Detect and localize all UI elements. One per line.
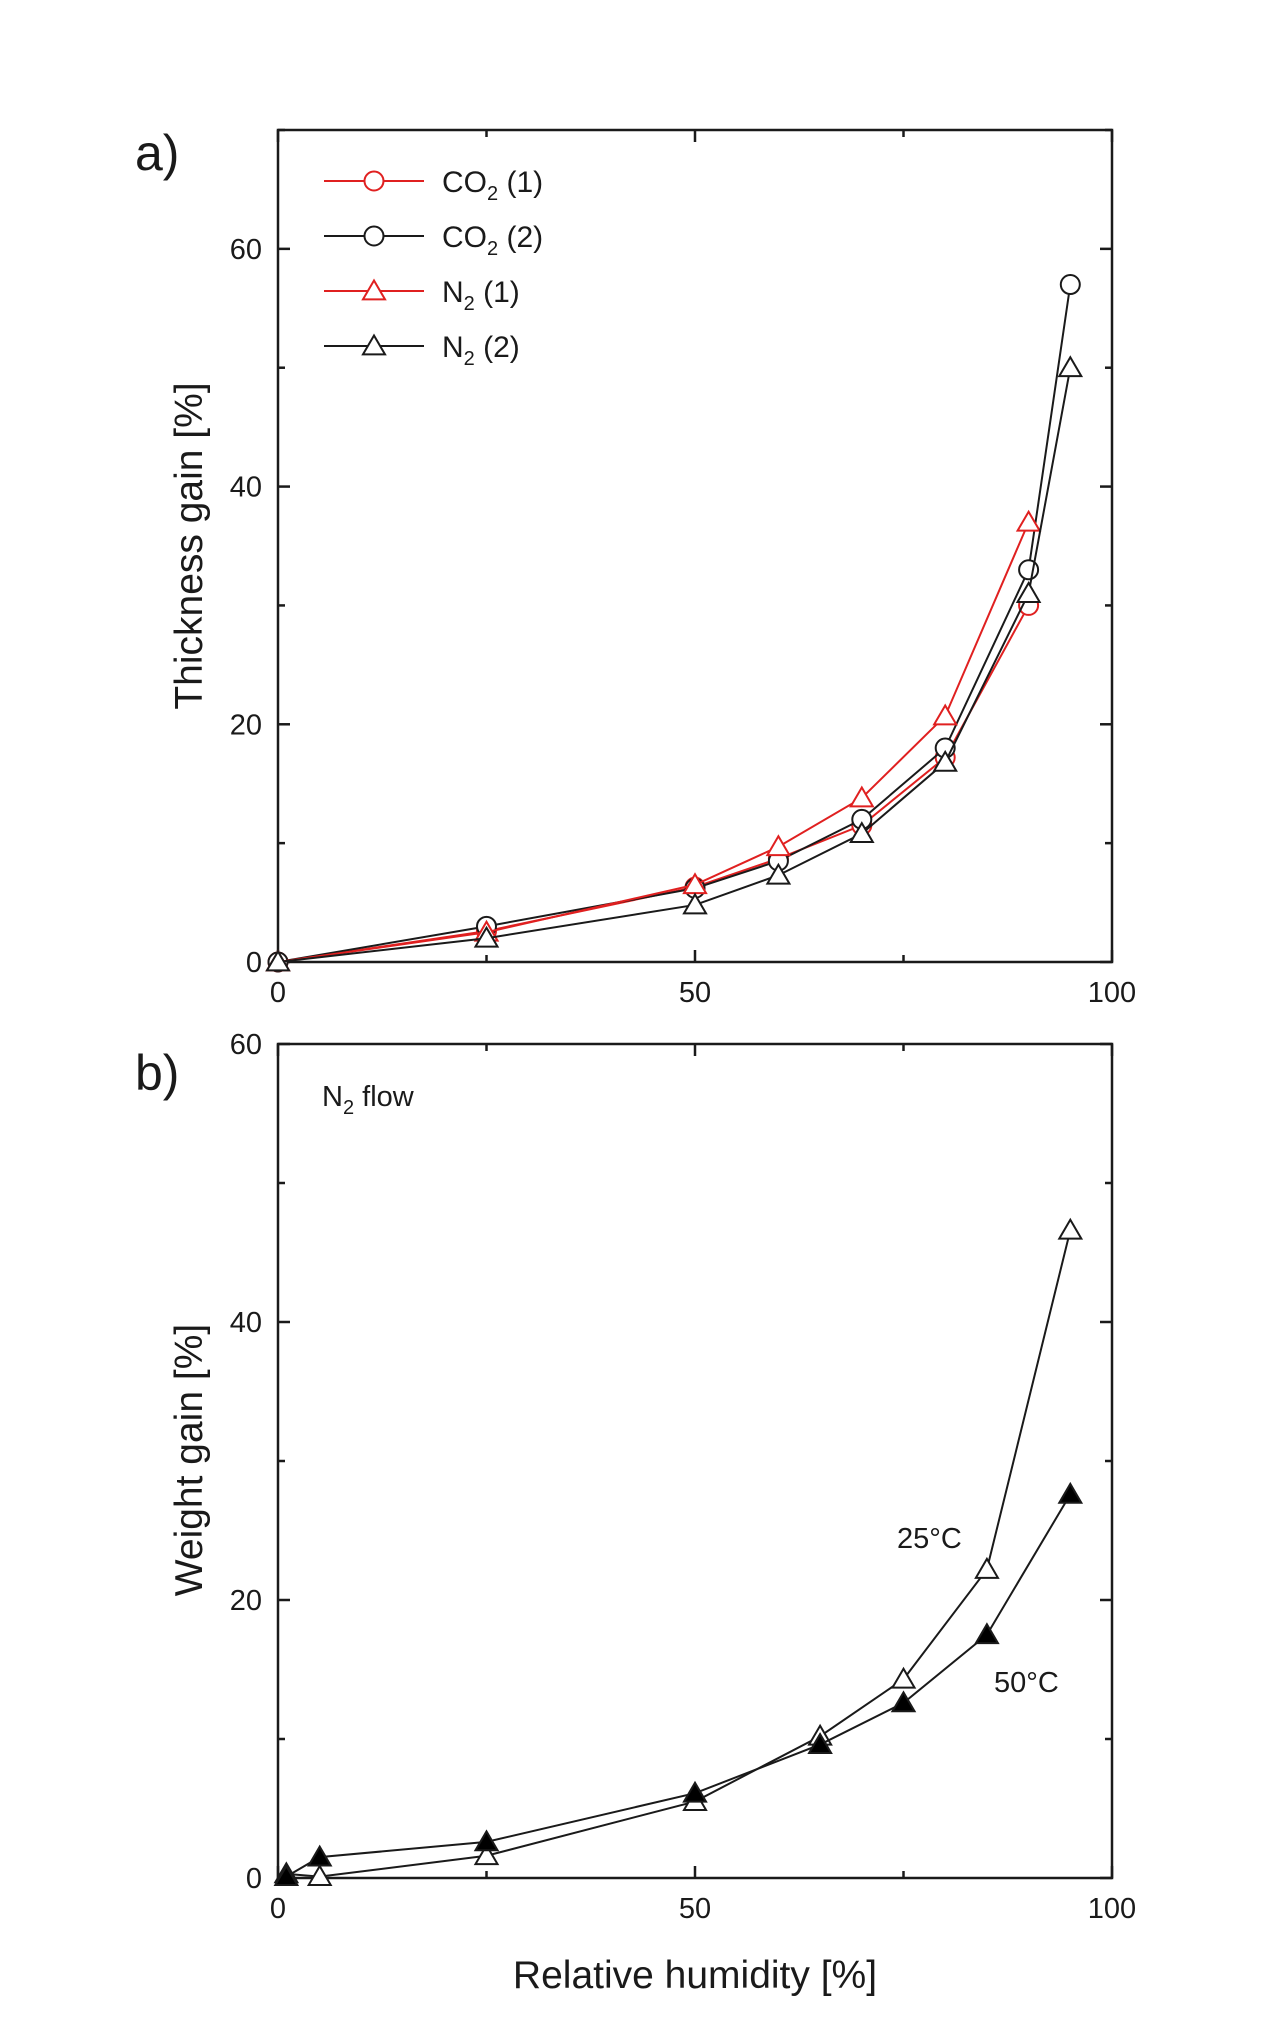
legend-label-suffix: (1) [498,166,543,199]
series-a-2 [265,509,1042,972]
legend-label: N2 (2) [442,331,520,370]
panel-a-series [265,274,1084,973]
series-a-3 [265,355,1084,972]
data-point-triangle [306,1864,333,1887]
data-point-circle [363,170,385,192]
data-point-triangle [361,333,387,356]
data-point-triangle [682,1780,708,1803]
annotation-base: N [322,1081,343,1113]
data-point-triangle [1057,1217,1084,1240]
data-point-triangle [473,925,500,948]
series-label-25c: 25°C [897,1523,962,1555]
panel-b-weight-gain-chart: b) 0 50 100 0 20 40 60 N2 flow 25°C 50°C Weigh… [135,1029,1136,1997]
legend-label-sub: 2 [464,348,475,370]
series-line [285,1493,1072,1878]
legend-label-suffix: (2) [498,221,543,254]
panel-b-series [273,1217,1084,1887]
data-point-triangle [807,1732,833,1754]
x-tick-label: 100 [1088,1893,1136,1925]
data-point-triangle [265,949,291,972]
data-point-triangle [765,834,792,857]
annotation-sub: 2 [343,1097,354,1119]
x-tick-label: 50 [679,1893,711,1925]
data-point-triangle [306,1844,333,1867]
data-point-triangle [1057,1481,1084,1504]
annotation-suffix: flow [354,1081,415,1113]
y-tick-label: 40 [230,472,262,504]
panel-b-x-axis-title: Relative humidity [%] [513,1954,877,1997]
data-point-circle [1018,559,1040,581]
data-point-circle [363,225,385,247]
legend-label-suffix: (1) [475,276,520,309]
legend-label-sub: 2 [487,238,498,260]
data-point-triangle [682,892,708,915]
series-b-1 [273,1481,1084,1887]
panel-a-frame [276,128,1114,964]
legend-label: CO2 (2) [442,221,543,260]
panel-b-ticks: 0 50 100 0 20 40 60 [230,1029,1136,1925]
data-point-triangle [473,1829,500,1852]
legend-label-sub: 2 [464,293,475,315]
data-point-triangle [932,749,958,772]
panel-b-y-axis-title: Weight gain [%] [168,1324,211,1596]
panel-b-label: b) [135,1045,179,1101]
y-tick-label: 60 [230,1029,262,1061]
x-tick-label: 50 [679,977,711,1009]
data-point-triangle [974,1622,1000,1645]
data-point-triangle [1015,581,1042,603]
data-point-triangle [974,1556,1000,1579]
data-point-triangle [1015,509,1042,532]
data-point-triangle [361,278,387,301]
data-point-triangle [890,1666,917,1689]
y-tick-label: 60 [230,234,262,266]
panel-a-y-axis-title: Thickness gain [%] [168,382,211,709]
x-tick-label: 100 [1088,977,1136,1009]
legend-label-base: N [442,276,464,309]
y-tick-label: 40 [230,1307,262,1339]
y-tick-label: 20 [230,1585,262,1617]
series-line [277,284,1072,963]
data-point-triangle [1057,355,1084,378]
legend-label: CO2 (1) [442,166,543,205]
data-point-triangle [890,1690,917,1713]
legend-label-sub: 2 [487,183,498,205]
data-point-triangle [849,785,875,808]
data-point-circle [1059,274,1081,296]
series-a-1 [267,274,1081,973]
panel-a-legend: CO2 (1)CO2 (2)N2 (1)N2 (2) [324,166,543,370]
legend-label-suffix: (2) [475,331,520,364]
y-tick-label: 20 [230,709,262,741]
panel-a-label: a) [135,125,179,181]
data-point-triangle [765,862,792,885]
x-tick-label: 0 [270,1893,286,1925]
legend-label: N2 (1) [442,276,520,315]
x-tick-label: 0 [270,977,286,1009]
legend-label-base: N [442,331,464,364]
data-point-triangle [932,703,958,726]
series-label-50c: 50°C [994,1667,1059,1699]
legend-entry: N2 (1) [324,276,520,315]
data-point-triangle [273,1864,300,1887]
data-point-triangle [473,1843,500,1866]
legend-label-base: CO [442,166,487,199]
legend-entry: CO2 (2) [324,221,543,260]
legend-entry: CO2 (1) [324,166,543,205]
y-tick-label: 0 [246,947,262,979]
y-tick-label: 0 [246,1863,262,1895]
legend-label-base: CO [442,221,487,254]
series-line [277,367,1072,963]
panel-a-ticks: 0 50 100 0 20 40 60 [230,128,1136,1009]
panel-b-frame [276,1042,1114,1880]
panel-b-annotation: N2 flow [322,1081,415,1119]
series-line [277,604,1030,963]
data-point-triangle [849,821,875,844]
series-a-0 [267,594,1040,973]
legend-entry: N2 (2) [324,331,520,370]
